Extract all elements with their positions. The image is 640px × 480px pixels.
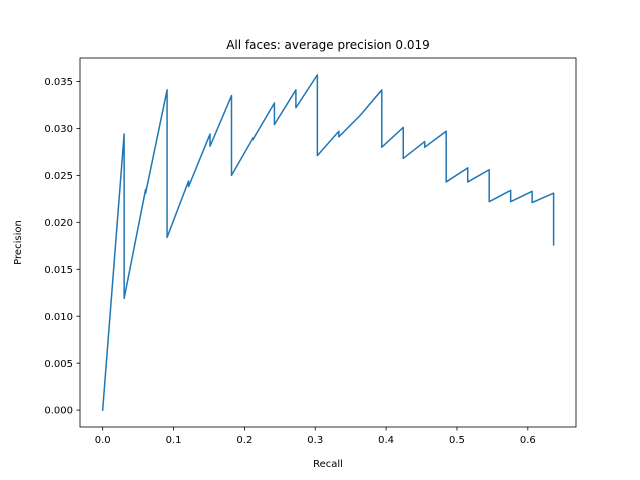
- y-tick-label: 0.030: [44, 124, 73, 135]
- x-axis-label: Recall: [313, 459, 343, 470]
- series-layer: [101, 74, 555, 411]
- y-tick-label: 0.010: [44, 312, 73, 323]
- x-tick-label: 0.2: [236, 435, 252, 446]
- y-tick-label: 0.020: [44, 218, 73, 229]
- x-tick-label: 0.0: [95, 435, 111, 446]
- y-tick-label: 0.015: [44, 265, 73, 276]
- y-tick-label: 0.005: [44, 359, 73, 370]
- plot-frame: [79, 57, 577, 428]
- x-tick-label: 0.6: [520, 435, 536, 446]
- pr-curve-line-0: [101, 74, 555, 411]
- y-tick-label: 0.000: [44, 406, 73, 417]
- y-axis-label: Precision: [13, 220, 24, 265]
- x-tick-label: 0.3: [307, 435, 323, 446]
- x-axis-ticks: 0.0 0.1 0.2 0.3 0.4 0.5 0.6: [95, 427, 536, 446]
- plot-area: [80, 58, 576, 427]
- chart-title: All faces: average precision 0.019: [226, 38, 430, 52]
- x-tick-label: 0.5: [449, 435, 465, 446]
- y-axis-ticks: 0.000 0.005 0.010 0.015 0.020 0.025 0.030 0.035: [44, 77, 80, 417]
- y-tick-label: 0.035: [44, 77, 73, 88]
- x-tick-label: 0.4: [378, 435, 394, 446]
- x-tick-label: 0.1: [166, 435, 182, 446]
- y-tick-label: 0.025: [44, 171, 73, 182]
